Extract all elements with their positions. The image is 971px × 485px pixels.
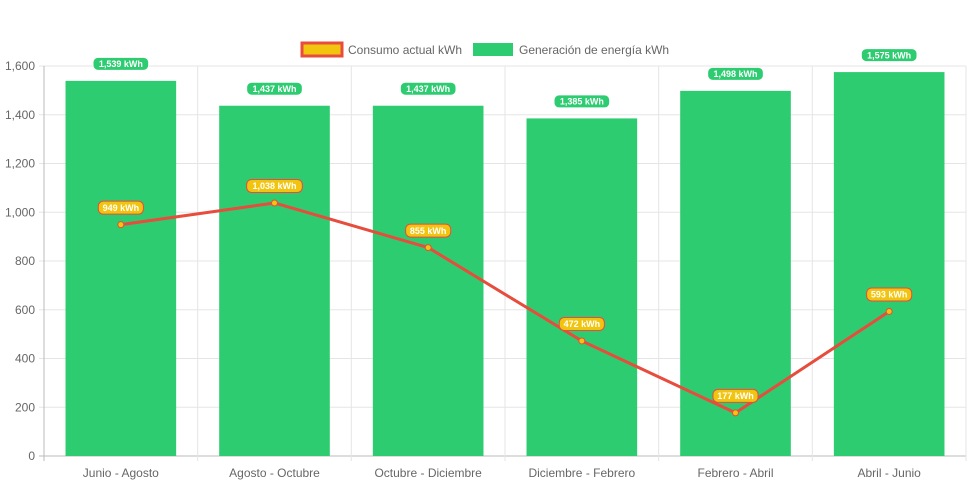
legend-label-consumo: Consumo actual kWh bbox=[348, 43, 462, 57]
x-tick-label: Junio - Agosto bbox=[83, 466, 159, 480]
x-tick-label: Abril - Junio bbox=[857, 466, 921, 480]
y-axis: 0 200 400 600 800 1,000 1,200 1,400 1,600 bbox=[5, 59, 35, 463]
line-value-label: 855 kWh bbox=[410, 226, 447, 236]
line-value-label: 472 kWh bbox=[564, 319, 601, 329]
legend: Consumo actual kWh Generación de energía… bbox=[300, 41, 669, 58]
line-value-label: 177 kWh bbox=[717, 391, 754, 401]
bar-value-label-bg bbox=[860, 48, 918, 63]
line-point-consumo[interactable] bbox=[117, 221, 125, 229]
data-labels: 1,539 kWh 1,437 kWh 1,437 kWh 1,385 kWh 1,49… bbox=[92, 48, 918, 403]
line-value-label: 1,038 kWh bbox=[252, 181, 296, 191]
grid-layer bbox=[39, 65, 967, 461]
bar-value-label: 1,437 kWh bbox=[406, 84, 450, 94]
legend-swatch-consumo bbox=[300, 41, 344, 58]
bar-value-label-bg bbox=[707, 66, 764, 81]
line-point-consumo[interactable] bbox=[885, 307, 893, 315]
legend-item-consumo[interactable]: Consumo actual kWh bbox=[300, 41, 462, 58]
bar-value-label-bg bbox=[246, 81, 303, 96]
bar-value-label: 1,437 kWh bbox=[252, 84, 296, 94]
bar-generacion[interactable] bbox=[372, 105, 484, 456]
line-point-consumo[interactable] bbox=[578, 337, 586, 345]
x-tick-label: Octubre - Diciembre bbox=[374, 466, 482, 480]
y-tick-label: 1,000 bbox=[5, 205, 35, 219]
x-axis: Junio - Agosto Agosto - Octubre Octubre - … bbox=[83, 466, 921, 480]
line-value-label: 949 kWh bbox=[103, 203, 140, 213]
y-tick-label: 400 bbox=[15, 352, 35, 366]
bar-generacion[interactable] bbox=[526, 118, 638, 456]
legend-swatch-generacion bbox=[473, 43, 513, 56]
bar-generacion[interactable] bbox=[65, 80, 177, 457]
bar-value-label-bg bbox=[399, 81, 457, 96]
y-tick-label: 600 bbox=[15, 303, 35, 317]
line-consumo bbox=[120, 201, 890, 415]
bar-value-label-bg bbox=[92, 56, 150, 71]
line-value-label-bg bbox=[866, 287, 913, 302]
y-tick-label: 800 bbox=[15, 254, 35, 268]
legend-item-generacion[interactable]: Generación de energía kWh bbox=[473, 43, 669, 57]
line-value-label-bg bbox=[246, 178, 303, 193]
line-value-label-bg bbox=[712, 388, 759, 403]
y-tick-label: 1,400 bbox=[5, 108, 35, 122]
line-series bbox=[117, 199, 893, 417]
line-value-label-bg bbox=[405, 223, 452, 238]
bar-value-label-bg bbox=[553, 94, 611, 109]
x-tick-label: Agosto - Octubre bbox=[229, 466, 320, 480]
bar-value-label: 1,575 kWh bbox=[867, 50, 911, 60]
bar-value-label: 1,539 kWh bbox=[99, 59, 143, 69]
bar-generacion[interactable] bbox=[833, 72, 945, 456]
bar-value-label: 1,498 kWh bbox=[713, 69, 757, 79]
line-value-label-bg bbox=[558, 316, 605, 331]
y-tick-label: 1,200 bbox=[5, 157, 35, 171]
line-value-label: 593 kWh bbox=[871, 290, 908, 300]
x-tick-label: Febrero - Abril bbox=[697, 466, 773, 480]
y-tick-label: 1,600 bbox=[5, 59, 35, 73]
bar-value-label: 1,385 kWh bbox=[560, 97, 604, 107]
y-tick-label: 200 bbox=[15, 400, 35, 414]
y-tick-label: 0 bbox=[28, 449, 35, 463]
bar-generacion[interactable] bbox=[219, 105, 330, 456]
legend-label-generacion: Generación de energía kWh bbox=[519, 43, 669, 57]
line-point-consumo[interactable] bbox=[732, 409, 739, 417]
line-point-consumo[interactable] bbox=[424, 244, 432, 252]
x-tick-label: Diciembre - Febrero bbox=[528, 466, 635, 480]
line-value-label-bg bbox=[97, 200, 144, 215]
line-point-consumo[interactable] bbox=[271, 199, 278, 207]
